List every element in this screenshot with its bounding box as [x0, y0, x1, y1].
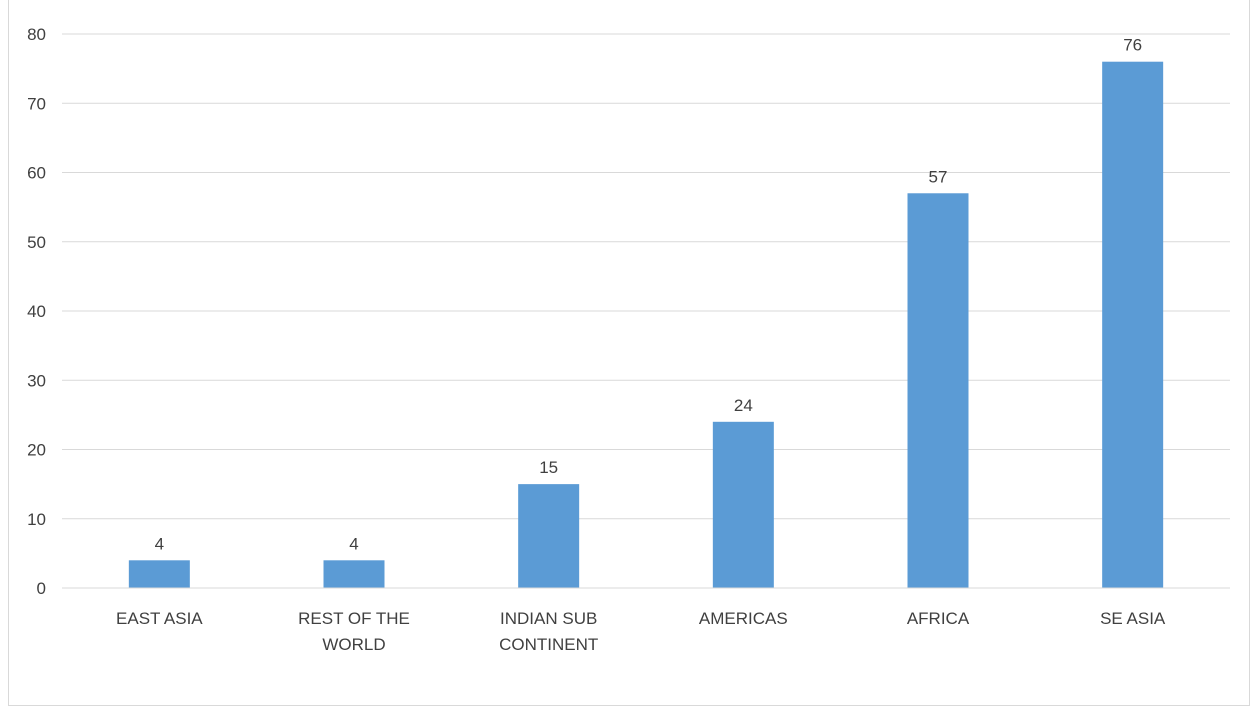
x-category-label: EAST ASIA [116, 609, 203, 628]
x-category-label: SE ASIA [1100, 609, 1166, 628]
bar [1102, 61, 1164, 588]
bar [323, 560, 385, 588]
y-tick-label: 10 [27, 510, 46, 529]
y-tick-label: 60 [27, 164, 46, 183]
x-category-label: CONTINENT [499, 635, 598, 654]
bars [128, 61, 1164, 588]
bar [907, 193, 969, 588]
data-label: 24 [734, 396, 753, 415]
data-labels: 4 4 15 24 57 76 [155, 36, 1143, 554]
x-category-label: AMERICAS [699, 609, 788, 628]
x-category-label: INDIAN SUB [500, 609, 597, 628]
bar [518, 484, 580, 588]
gridlines [62, 33, 1230, 520]
data-label: 15 [539, 458, 558, 477]
data-label: 76 [1123, 36, 1142, 55]
bar [128, 560, 190, 588]
x-category-label: WORLD [322, 635, 385, 654]
y-tick-label: 70 [27, 94, 46, 113]
chart-frame [8, 0, 1250, 706]
x-category-label: REST OF THE [298, 609, 410, 628]
data-label: 4 [155, 534, 164, 553]
y-tick-label: 50 [27, 233, 46, 252]
y-axis-ticks: 0 10 20 30 40 50 60 70 80 [27, 25, 46, 598]
y-tick-label: 80 [27, 25, 46, 44]
data-label: 4 [349, 534, 358, 553]
x-category-label: AFRICA [907, 609, 970, 628]
y-tick-label: 0 [37, 579, 46, 598]
y-tick-label: 40 [27, 302, 46, 321]
data-label: 57 [929, 167, 948, 186]
x-axis-categories: EAST ASIA REST OF THE WORLD INDIAN SUB CONTI… [116, 609, 1166, 654]
bar [712, 421, 774, 588]
y-tick-label: 20 [27, 441, 46, 460]
y-tick-label: 30 [27, 371, 46, 390]
